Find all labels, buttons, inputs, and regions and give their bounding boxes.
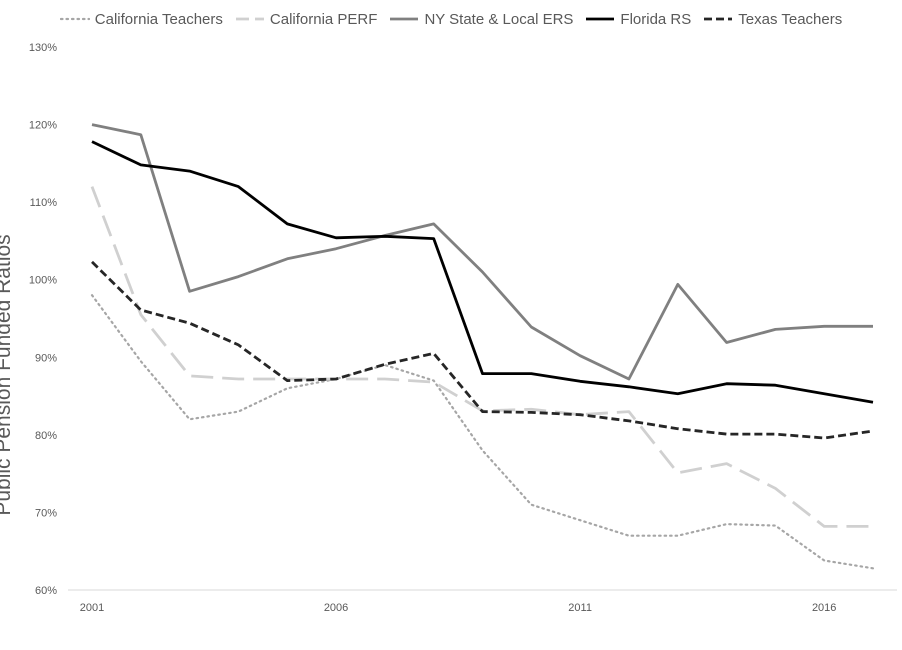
x-tick-label: 2011 [568,602,592,614]
legend-label: California PERF [269,10,378,28]
legend-label: Texas Teachers [738,10,843,28]
legend-swatch [586,17,615,21]
legend-label: Florida RS [620,10,692,28]
y-tick-label: 90% [35,352,57,364]
y-tick-label: 80% [35,430,57,442]
legend-swatch [59,17,90,21]
legend-swatch [390,17,419,21]
x-tick-label: 2006 [324,602,348,614]
legend-label: California Teachers [94,10,223,28]
legend-item: California PERF [235,10,378,28]
series-line-florida-rs [91,140,874,404]
x-tick-label: 2016 [812,602,836,614]
legend-item: Texas Teachers [703,11,842,28]
series-line-california-teachers [90,294,875,570]
legend-item: NY State & Local ERS [389,11,573,28]
series-line-texas-teachers [91,260,874,440]
series-line-california-perf [90,186,873,528]
y-tick-label: 60% [35,585,57,597]
legend-item: California Teachers [59,10,223,28]
x-tick-label: 2001 [80,602,104,614]
y-tick-label: 120% [29,120,57,132]
chart-legend: California Teachers California PERF NY Sta… [0,6,902,32]
y-tick-label: 100% [29,275,57,287]
y-tick-label: 130% [29,42,57,54]
y-tick-label: 110% [30,197,58,209]
legend-swatch [704,17,733,21]
legend-label: NY State & Local ERS [424,10,574,28]
legend-item: Florida RS [585,11,691,28]
y-tick-label: 70% [35,507,57,519]
legend-swatch [235,17,264,21]
series-line-ny-state-local-ers [91,123,873,381]
